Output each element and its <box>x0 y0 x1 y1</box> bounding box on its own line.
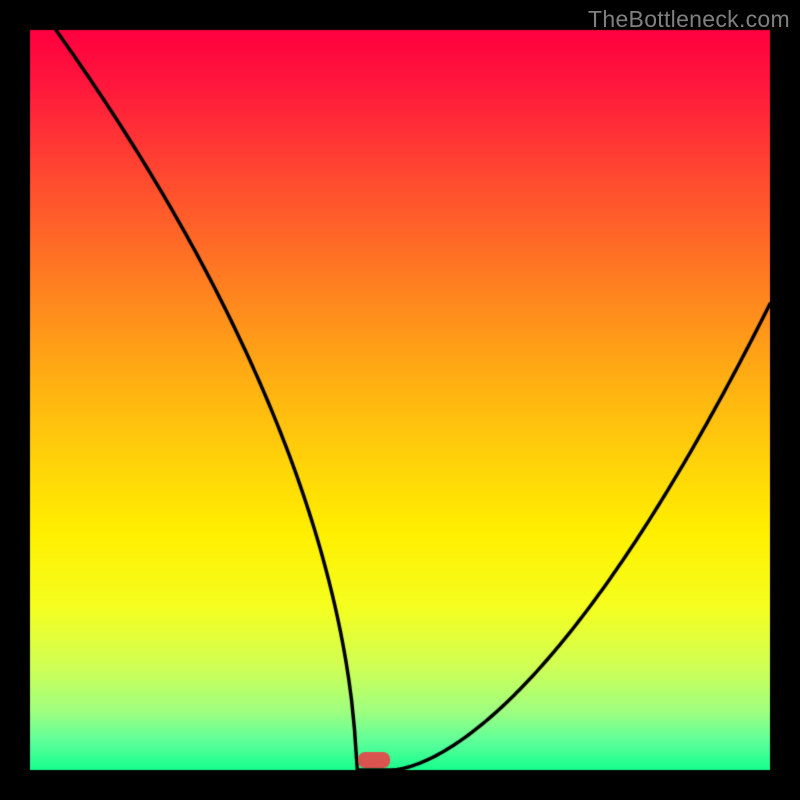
chart-container: TheBottleneck.com <box>0 0 800 800</box>
bottleneck-curve-plot <box>0 0 800 800</box>
